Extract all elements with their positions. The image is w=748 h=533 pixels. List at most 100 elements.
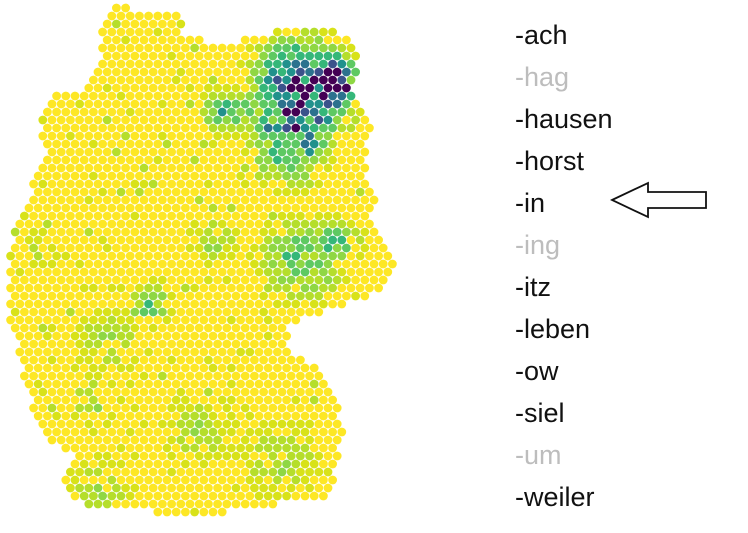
hex-cell bbox=[250, 371, 259, 381]
hex-cell bbox=[305, 275, 314, 285]
hex-cell bbox=[245, 363, 255, 373]
hex-cell bbox=[56, 387, 66, 397]
hex-cell bbox=[217, 395, 227, 405]
hex-cell bbox=[337, 283, 347, 293]
suffix-item-leben[interactable]: -leben bbox=[515, 314, 591, 344]
hex-cell bbox=[130, 131, 140, 141]
hex-cell bbox=[162, 203, 172, 213]
hex-cell bbox=[199, 123, 209, 133]
hex-cell bbox=[296, 131, 305, 141]
hex-cell bbox=[171, 203, 181, 213]
hex-cell bbox=[231, 67, 241, 77]
hex-cell bbox=[116, 203, 126, 213]
hex-cell bbox=[79, 443, 89, 453]
hex-cell bbox=[15, 315, 25, 325]
suffix-item-in[interactable]: -in bbox=[515, 188, 546, 218]
hex-cell bbox=[56, 131, 66, 141]
hex-cell bbox=[240, 227, 250, 237]
hex-cell bbox=[52, 171, 61, 181]
suffix-item-hag[interactable]: -hag bbox=[515, 62, 570, 92]
hex-cell bbox=[245, 251, 255, 261]
hex-cell bbox=[240, 371, 250, 381]
suffix-item-ach[interactable]: -ach bbox=[515, 20, 568, 50]
hex-cell bbox=[268, 339, 278, 349]
hex-cell bbox=[204, 147, 213, 157]
hex-cell bbox=[250, 51, 259, 61]
suffix-item-weiler[interactable]: -weiler bbox=[515, 482, 595, 512]
hex-cell bbox=[52, 427, 61, 437]
hex-cell bbox=[66, 275, 75, 285]
hex-cell bbox=[314, 403, 324, 413]
suffix-item-itz[interactable]: -itz bbox=[515, 272, 551, 302]
hex-cell bbox=[181, 363, 190, 373]
hex-cell bbox=[231, 355, 241, 365]
suffix-item-horst[interactable]: -horst bbox=[515, 146, 585, 176]
hex-cell bbox=[291, 267, 301, 277]
hex-cell bbox=[38, 419, 48, 429]
hex-cell bbox=[254, 123, 264, 133]
hex-cell bbox=[61, 123, 71, 133]
suffix-item-ow[interactable]: -ow bbox=[515, 356, 559, 386]
hex-cell bbox=[125, 171, 135, 181]
hex-cell bbox=[144, 203, 154, 213]
hex-cell bbox=[181, 507, 190, 517]
hex-cell bbox=[291, 395, 301, 405]
hex-cell bbox=[130, 115, 140, 125]
hex-cell bbox=[254, 139, 264, 149]
hex-cell bbox=[268, 467, 278, 477]
hex-cell bbox=[130, 19, 140, 29]
hex-cell bbox=[342, 67, 351, 77]
hex-cell bbox=[139, 499, 149, 509]
hex-cell bbox=[125, 27, 135, 37]
hex-cell bbox=[259, 99, 268, 109]
hex-cell bbox=[93, 67, 103, 77]
hex-cell bbox=[70, 171, 80, 181]
hex-cell bbox=[222, 323, 232, 333]
hex-cell bbox=[332, 227, 342, 237]
hex-cell bbox=[194, 467, 204, 477]
hex-cell bbox=[305, 467, 314, 477]
hex-cell bbox=[56, 403, 66, 413]
hex-cell bbox=[144, 123, 154, 133]
hex-cell bbox=[167, 275, 177, 285]
hex-cell bbox=[70, 203, 80, 213]
hex-cell bbox=[296, 51, 305, 61]
hex-cell bbox=[70, 91, 80, 101]
hex-cell bbox=[125, 187, 135, 197]
hex-cell bbox=[245, 427, 255, 437]
suffix-item-um[interactable]: -um bbox=[515, 440, 562, 470]
hex-cell bbox=[240, 451, 250, 461]
hex-cell bbox=[273, 235, 282, 245]
suffix-item-ing[interactable]: -ing bbox=[515, 230, 561, 260]
hex-cell bbox=[20, 259, 29, 269]
hex-cell bbox=[181, 203, 190, 213]
hex-cell bbox=[332, 163, 342, 173]
suffix-item-hausen[interactable]: -hausen bbox=[515, 104, 613, 134]
hex-cell bbox=[89, 155, 98, 165]
hex-cell bbox=[144, 235, 154, 245]
hex-cell bbox=[273, 43, 282, 53]
hex-cell bbox=[268, 211, 278, 221]
hex-cell bbox=[139, 419, 149, 429]
hex-cell bbox=[204, 227, 213, 237]
hex-cell bbox=[337, 123, 347, 133]
hex-cell bbox=[217, 331, 227, 341]
hex-cell bbox=[107, 395, 117, 405]
hex-cell bbox=[61, 475, 71, 485]
hex-cell bbox=[291, 379, 301, 389]
hex-cell bbox=[296, 307, 305, 317]
hex-cell bbox=[181, 443, 190, 453]
suffix-item-siel[interactable]: -siel bbox=[515, 398, 565, 428]
hex-cell bbox=[231, 451, 241, 461]
hex-cell bbox=[355, 251, 365, 261]
hex-cell bbox=[61, 139, 71, 149]
hex-cell bbox=[89, 491, 98, 501]
hex-cell bbox=[130, 67, 140, 77]
hex-cell bbox=[263, 107, 273, 117]
hex-cell bbox=[268, 323, 278, 333]
hex-cell bbox=[70, 379, 80, 389]
hex-cell bbox=[240, 163, 250, 173]
hex-cell bbox=[162, 219, 172, 229]
hex-cell bbox=[277, 67, 287, 77]
hex-cell bbox=[236, 427, 246, 437]
